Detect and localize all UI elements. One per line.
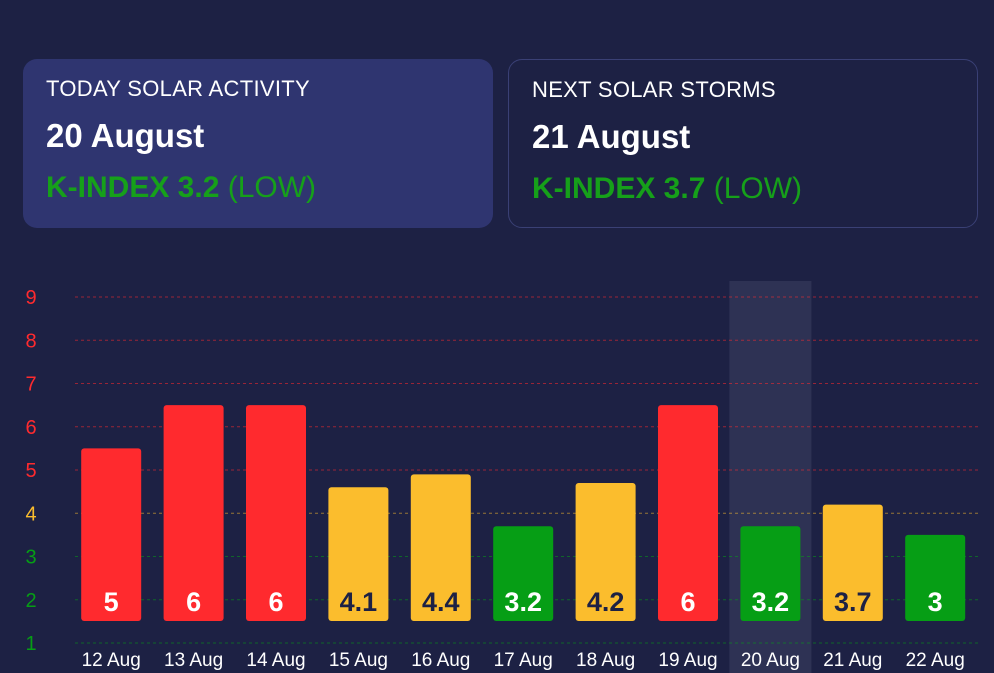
next-kindex-value: K-INDEX 3.7 — [532, 172, 706, 205]
x-tick-label: 14 Aug — [246, 650, 305, 671]
x-tick-label: 19 Aug — [658, 650, 717, 671]
bar-value-label: 5 — [104, 587, 119, 617]
today-card-kindex: K-INDEX 3.2 (LOW) — [46, 171, 470, 205]
y-tick-label: 9 — [25, 287, 36, 309]
x-tick-label: 18 Aug — [576, 650, 635, 671]
bar-value-label: 3 — [928, 587, 943, 617]
bar-value-label: 3.7 — [834, 587, 872, 617]
today-card-date: 20 August — [46, 117, 205, 154]
bar — [81, 448, 142, 621]
kindex-bar-chart: 1 2 3 4 5 6 7 8 9 5 12 Aug 6 13 Aug 6 14 Aug 4.1 15 Aug 4… — [25, 281, 978, 673]
today-kindex-level: (LOW) — [227, 171, 317, 204]
bar-value-label: 4.1 — [340, 587, 378, 617]
next-card-label: NEXT SOLAR STORMS — [532, 77, 776, 102]
next-card-kindex: K-INDEX 3.7 (LOW) — [532, 172, 954, 206]
bar — [905, 534, 966, 621]
bar-value-label: 6 — [186, 587, 201, 617]
bar — [328, 487, 389, 621]
bar-value-label: 6 — [268, 587, 283, 617]
next-card-date: 21 August — [532, 118, 691, 155]
bar — [575, 482, 636, 621]
today-kindex-value: K-INDEX 3.2 — [46, 171, 220, 204]
x-tick-label: 21 Aug — [823, 650, 882, 671]
bar — [658, 405, 718, 621]
y-tick-label: 1 — [25, 633, 36, 655]
y-tick-label: 4 — [25, 503, 36, 525]
x-tick-label: 16 Aug — [411, 650, 470, 671]
x-tick-label: 20 Aug — [741, 650, 800, 671]
x-tick-label: 13 Aug — [164, 650, 223, 671]
next-kindex-level: (LOW) — [713, 172, 803, 205]
today-card-label: TODAY SOLAR ACTIVITY — [46, 76, 310, 101]
bar-value-label: 4.2 — [587, 587, 625, 617]
bar-value-label: 4.4 — [422, 587, 460, 617]
bar-value-label: 6 — [680, 587, 695, 617]
today-activity-card: TODAY SOLAR ACTIVITY 20 August K-INDEX 3… — [23, 59, 493, 228]
y-tick-label: 5 — [25, 460, 36, 482]
x-tick-label: 17 Aug — [494, 650, 553, 671]
bar — [246, 405, 306, 621]
bar — [163, 405, 224, 621]
next-storms-card: NEXT SOLAR STORMS 21 August K-INDEX 3.7 … — [508, 59, 978, 228]
y-tick-label: 2 — [25, 590, 36, 612]
y-tick-label: 6 — [25, 417, 36, 439]
x-tick-label: 12 Aug — [82, 650, 141, 671]
bar — [410, 474, 471, 621]
bar — [493, 526, 554, 621]
bar — [822, 504, 883, 621]
y-tick-label: 8 — [25, 330, 36, 352]
y-tick-label: 7 — [25, 374, 36, 396]
y-tick-label: 3 — [25, 547, 36, 569]
x-tick-label: 15 Aug — [329, 650, 388, 671]
bar-value-label: 3.2 — [752, 587, 790, 617]
x-tick-label: 22 Aug — [906, 650, 965, 671]
bar — [740, 526, 801, 621]
bar-value-label: 3.2 — [504, 587, 542, 617]
